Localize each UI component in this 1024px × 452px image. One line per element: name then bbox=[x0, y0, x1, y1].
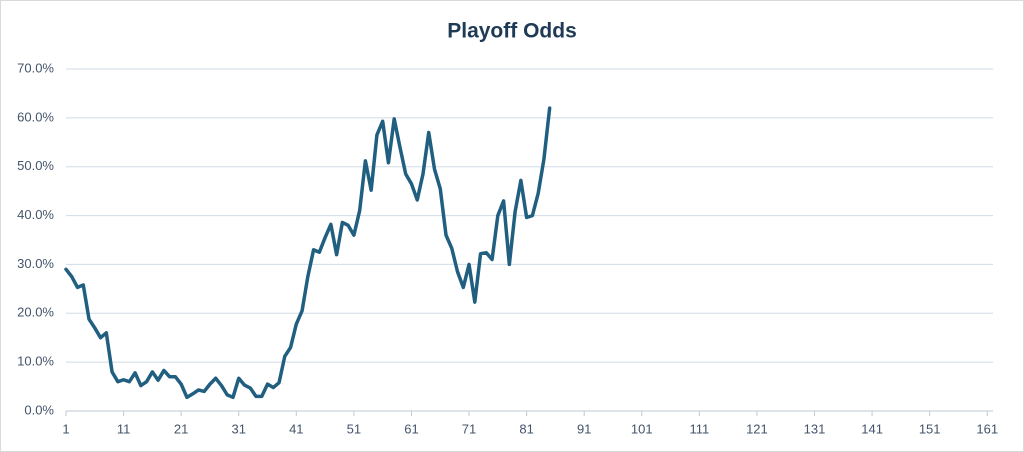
x-tick-label: 121 bbox=[746, 421, 768, 436]
x-tick-label: 1 bbox=[62, 421, 69, 436]
y-tick-label: 70.0% bbox=[17, 60, 54, 75]
x-tick-label: 101 bbox=[631, 421, 653, 436]
y-tick-label: 10.0% bbox=[17, 354, 54, 369]
x-tick-label: 51 bbox=[347, 421, 361, 436]
y-tick-label: 30.0% bbox=[17, 256, 54, 271]
x-tick-label: 111 bbox=[689, 421, 709, 436]
x-tick-label: 131 bbox=[804, 421, 826, 436]
x-tick-label: 71 bbox=[462, 421, 476, 436]
chart-title: Playoff Odds bbox=[447, 20, 577, 43]
x-tick-label: 81 bbox=[519, 421, 533, 436]
x-tick-label: 11 bbox=[117, 421, 131, 436]
x-tick-label: 141 bbox=[861, 421, 883, 436]
x-tick-label: 31 bbox=[231, 421, 245, 436]
y-tick-label: 0.0% bbox=[24, 402, 54, 417]
x-tick-label: 21 bbox=[174, 421, 188, 436]
x-tick-label: 61 bbox=[404, 421, 418, 436]
x-tick-label: 41 bbox=[289, 421, 303, 436]
y-tick-label: 50.0% bbox=[17, 158, 54, 173]
x-tick-label: 161 bbox=[976, 421, 998, 436]
x-tick-label: 151 bbox=[919, 421, 941, 436]
x-tick-label: 91 bbox=[577, 421, 591, 436]
y-tick-label: 20.0% bbox=[17, 305, 54, 320]
y-tick-label: 40.0% bbox=[17, 207, 54, 222]
y-tick-label: 60.0% bbox=[17, 109, 54, 124]
line bbox=[64, 106, 552, 400]
